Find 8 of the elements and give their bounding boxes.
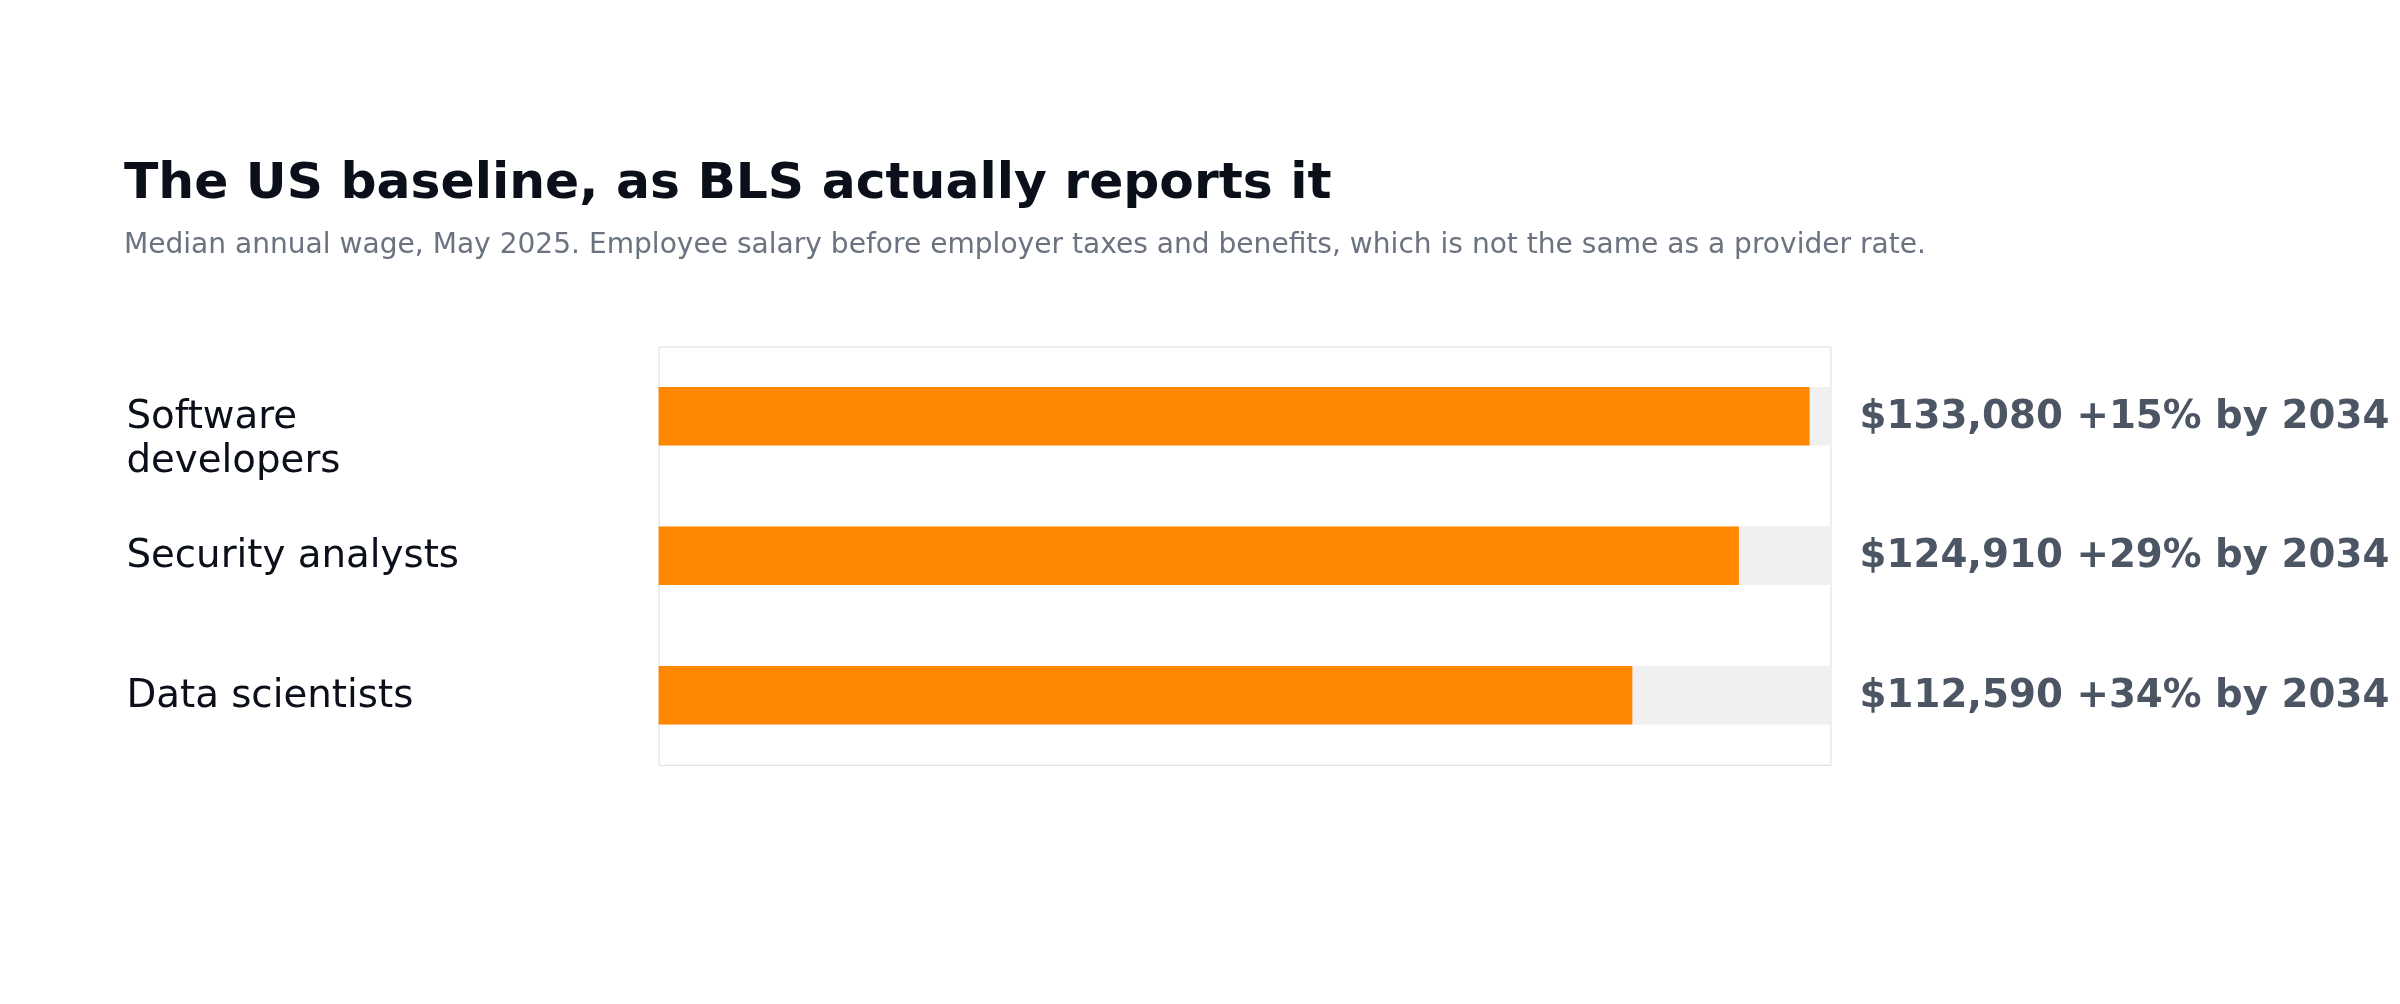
data-label: $133,080 +15% by 2034 [1859, 391, 2390, 437]
y-tick-label: Software developers [126, 391, 341, 482]
y-tick-label: Data scientists [126, 670, 414, 716]
data-label: $124,910 +29% by 2034 [1859, 531, 2390, 577]
data-label: $112,590 +34% by 2034 [1859, 670, 2390, 716]
chart-title: The US baseline, as BLS actually reports it [123, 151, 1332, 211]
y-tick-label: Security analysts [126, 531, 460, 577]
chart-subtitle: Median annual wage, May 2025. Employee salary before employer taxes and benefits, which is not the same as a provider rate. [123, 226, 1926, 260]
